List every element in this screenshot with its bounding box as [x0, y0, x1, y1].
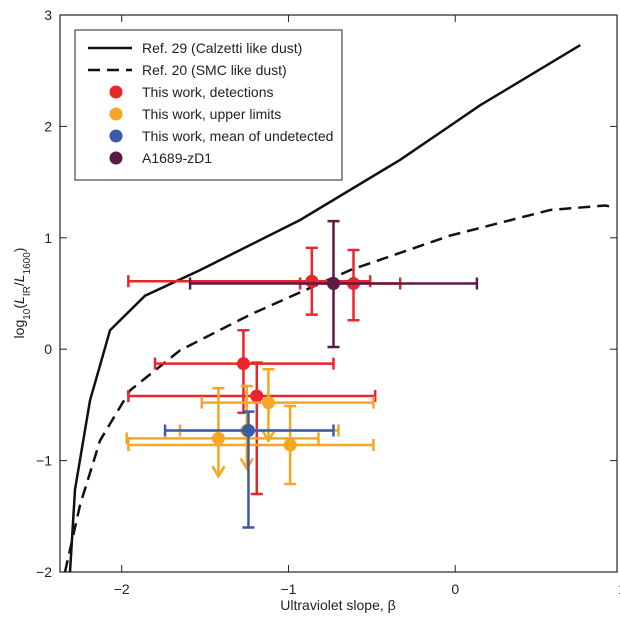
x-error-bar: [127, 439, 375, 452]
point: [211, 431, 225, 445]
y-label-part: 1600: [22, 252, 33, 275]
y-label-part: ): [11, 248, 27, 253]
y-label-part: (: [11, 304, 27, 309]
point: [283, 438, 297, 452]
x-tick-label: −2: [114, 581, 130, 597]
x-axis-label: Ultraviolet slope, β: [280, 597, 395, 613]
y-label-part: L: [11, 296, 27, 304]
legend-label: Ref. 20 (SMC like dust): [142, 62, 287, 78]
legend-label: A1689-zD1: [142, 150, 212, 166]
point: [326, 276, 340, 290]
point: [236, 357, 250, 371]
x-tick-label: 1: [618, 581, 620, 597]
y-tick-label: 3: [44, 7, 52, 23]
legend-label: This work, detections: [142, 84, 274, 100]
x-tick-label: −1: [280, 581, 296, 597]
curve: [68, 44, 581, 573]
y-tick-label: 2: [44, 118, 52, 134]
y-label-part: L: [11, 274, 27, 282]
y-tick-label: −2: [36, 564, 52, 580]
point: [305, 274, 319, 288]
y-label-part: 10: [22, 308, 33, 320]
curve: [63, 204, 616, 573]
point: [241, 424, 255, 438]
y-label-part: /: [11, 282, 27, 286]
point: [261, 396, 275, 410]
legend-box: [74, 29, 343, 181]
x-error-bar: [200, 396, 375, 409]
y-label-part: log: [11, 320, 27, 339]
y-error-bar: [250, 361, 263, 496]
legend-label: This work, mean of undetected: [142, 128, 333, 144]
plot-frame: [59, 14, 618, 573]
y-label-part: IR: [22, 286, 33, 296]
legend-marker: [109, 85, 123, 99]
legend-label: Ref. 29 (Calzetti like dust): [142, 40, 302, 56]
legend-marker: [109, 151, 123, 165]
y-tick-label: 0: [44, 341, 52, 357]
x-tick-label: 0: [451, 581, 459, 597]
legend-label: This work, upper limits: [142, 106, 281, 122]
y-tick-label: −1: [36, 453, 52, 469]
legend-marker: [109, 129, 123, 143]
point: [250, 389, 264, 403]
y-tick-label: 1: [44, 230, 52, 246]
y-axis-label: log10(LIR/L1600): [11, 248, 33, 339]
legend-marker: [109, 107, 123, 121]
